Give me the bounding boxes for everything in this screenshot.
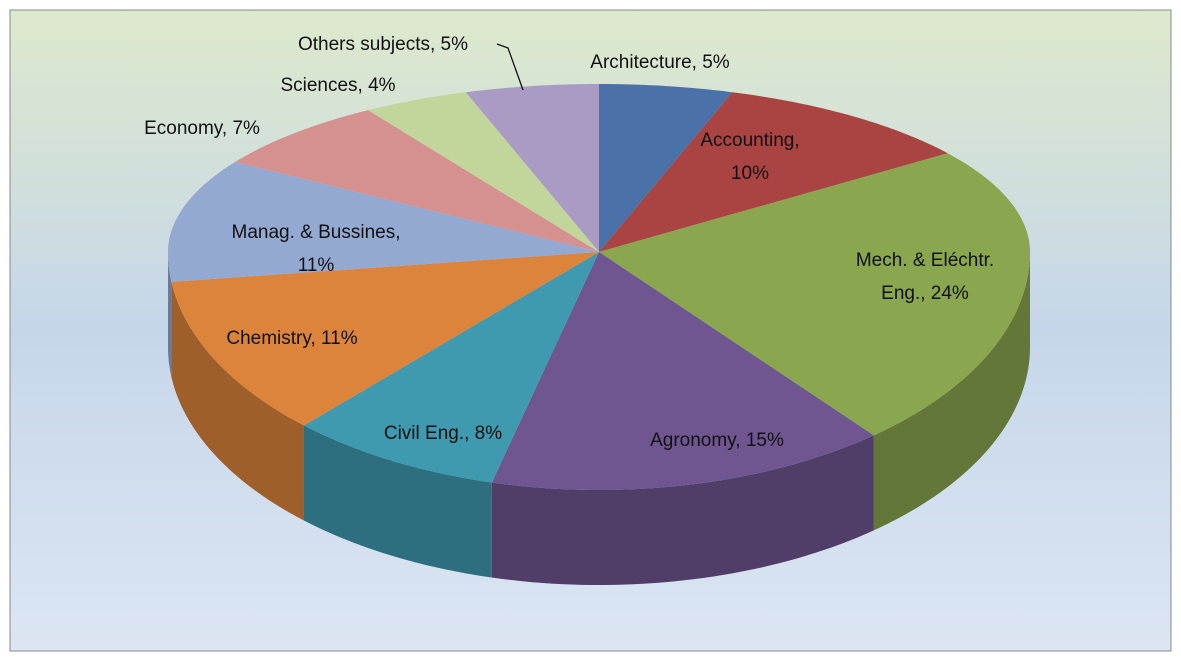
data-label: Others subjects, 5% xyxy=(298,34,468,55)
slice xyxy=(465,84,599,252)
data-label: Sciences, 4% xyxy=(280,75,395,96)
data-label: Eng., 24% xyxy=(881,283,969,304)
data-label: Mech. & Eléchtr. xyxy=(856,250,994,271)
slice xyxy=(599,92,948,252)
data-label: Accounting, xyxy=(700,130,799,151)
slice xyxy=(168,161,599,282)
slice-side xyxy=(491,435,874,585)
slice-side xyxy=(168,252,172,377)
slice xyxy=(303,252,599,483)
slice xyxy=(599,84,733,252)
slice-side xyxy=(303,425,492,578)
data-label: Civil Eng., 8% xyxy=(384,423,502,444)
slice-side-shade xyxy=(873,252,1030,531)
data-label: Manag. & Bussines, xyxy=(232,222,401,243)
slice-side xyxy=(171,281,304,521)
slice-side xyxy=(873,252,1030,531)
slice xyxy=(171,252,599,426)
slice xyxy=(491,252,874,490)
data-label: Agronomy, 15% xyxy=(650,430,784,451)
data-label: 11% xyxy=(298,255,335,276)
data-label: Economy, 7% xyxy=(144,118,260,139)
data-label: 10% xyxy=(731,163,769,184)
slice-side-shade xyxy=(303,425,492,578)
slice xyxy=(599,153,1030,436)
data-label: Chemistry, 11% xyxy=(226,328,357,349)
slice-side-shade xyxy=(168,252,172,377)
slice xyxy=(235,110,599,252)
slice-side-shade xyxy=(491,435,874,585)
slice-side-shade xyxy=(171,281,304,521)
data-label: Architecture, 5% xyxy=(590,52,729,73)
slice xyxy=(368,92,599,252)
leader-line xyxy=(496,43,524,91)
